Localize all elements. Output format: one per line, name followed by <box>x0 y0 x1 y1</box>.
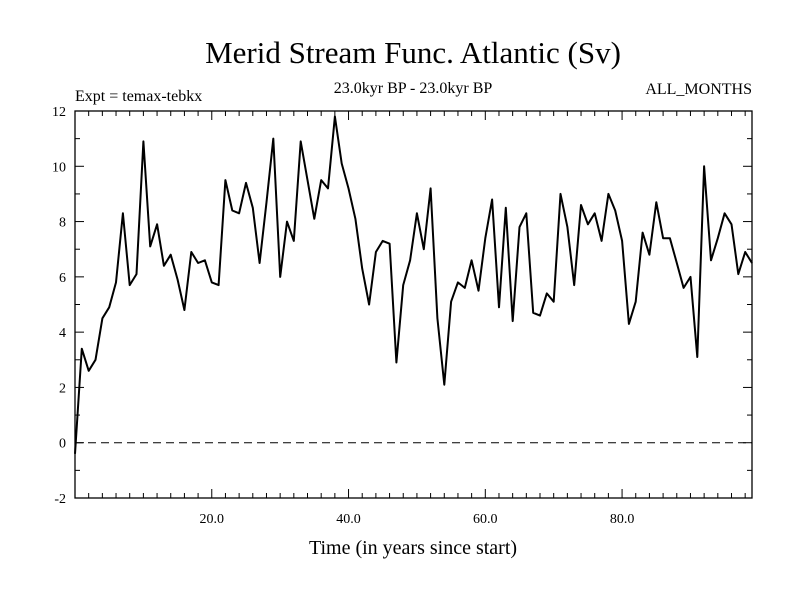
months-label: ALL_MONTHS <box>645 81 752 98</box>
x-tick-label: 80.0 <box>610 512 635 527</box>
series-line <box>74 115 753 454</box>
y-tick-label: 8 <box>59 216 66 231</box>
y-tick-label: 10 <box>52 160 66 175</box>
y-tick-label: 4 <box>59 326 66 341</box>
y-tick-label: 2 <box>59 381 66 396</box>
plot-frame <box>74 110 753 499</box>
period-label: 23.0kyr BP - 23.0kyr BP <box>334 80 493 97</box>
x-tick-label: 40.0 <box>336 512 361 527</box>
experiment-label: Expt = temax-tebkx <box>75 88 202 105</box>
y-tick-label: 0 <box>59 437 66 452</box>
x-tick-label: 20.0 <box>200 512 225 527</box>
x-tick-label: 60.0 <box>473 512 498 527</box>
chart-title: Merid Stream Func. Atlantic (Sv) <box>205 35 621 70</box>
plot-area: -2 0 2 4 6 8 10 12 20.0 40.0 60.0 80.0 <box>52 105 753 527</box>
y-tick-label: -2 <box>54 492 66 507</box>
y-tick-label: 12 <box>52 105 66 120</box>
y-tick-label: 6 <box>59 271 66 286</box>
x-axis-label: Time (in years since start) <box>309 537 517 559</box>
